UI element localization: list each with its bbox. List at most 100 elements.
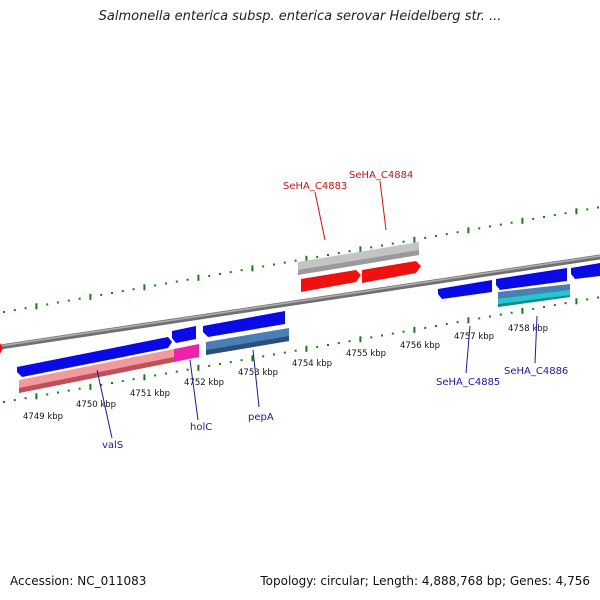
minor-tick <box>100 383 103 386</box>
major-tick <box>89 383 92 390</box>
major-tick <box>575 298 578 305</box>
minor-tick <box>348 340 351 343</box>
minor-tick <box>186 278 189 281</box>
tick-label: 4756 kbp <box>400 341 440 351</box>
minor-tick <box>402 330 405 333</box>
minor-tick <box>327 254 329 256</box>
gene-right-edge-arrow[interactable] <box>571 263 600 279</box>
minor-tick <box>597 296 599 299</box>
minor-tick <box>316 345 319 348</box>
leader-SeHA_C4886 <box>534 315 538 364</box>
major-tick <box>467 317 470 324</box>
gene-label-SeHA_C4886[interactable]: SeHA_C4886 <box>504 366 568 377</box>
minor-tick <box>219 273 221 275</box>
steel-feature-pepA-shade <box>206 336 289 355</box>
genome-summary-label: Topology: circular; Length: 4,888,768 bp… <box>260 574 590 588</box>
major-tick <box>413 326 416 333</box>
minor-tick <box>57 301 59 304</box>
major-tick <box>35 303 38 310</box>
major-tick <box>305 345 308 352</box>
major-tick <box>467 227 470 234</box>
steel-feature-right[interactable] <box>498 284 570 299</box>
minor-tick <box>456 321 459 324</box>
rna-feature-holC[interactable] <box>174 344 199 362</box>
major-tick <box>359 246 362 253</box>
gene-fragment-left[interactable] <box>0 343 3 354</box>
gene-SeHA_C4884-arrow[interactable] <box>362 261 421 283</box>
minor-tick <box>262 355 265 358</box>
minor-tick <box>348 250 351 253</box>
major-tick <box>251 355 254 362</box>
minor-tick <box>337 252 340 255</box>
gene-label-holC[interactable]: holC <box>190 422 212 433</box>
minor-tick <box>316 255 319 258</box>
minor-tick <box>337 342 340 345</box>
minor-tick <box>510 221 513 224</box>
minor-tick <box>489 225 491 228</box>
tick-label: 4752 kbp <box>184 378 224 388</box>
gene-valS-arrow[interactable] <box>17 337 172 377</box>
major-tick <box>359 336 362 343</box>
minor-tick <box>553 304 556 307</box>
minor-tick <box>78 387 81 390</box>
minor-tick <box>46 393 49 396</box>
leader-SeHA_C4885 <box>465 325 471 374</box>
minor-tick <box>262 265 265 268</box>
gene-label-pepA[interactable]: pepA <box>248 412 274 423</box>
outer-tick-row <box>3 206 599 313</box>
inner-features <box>17 263 600 393</box>
gene-SeHA_C4883-arrow[interactable] <box>301 270 361 292</box>
gene-label-SeHA_C4883[interactable]: SeHA_C4883 <box>283 181 347 192</box>
minor-tick <box>478 227 481 230</box>
minor-tick <box>564 212 567 215</box>
gene-label-SeHA_C4885[interactable]: SeHA_C4885 <box>436 377 500 388</box>
accession-label: Accession: NC_011083 <box>10 574 147 588</box>
minor-tick <box>240 269 243 272</box>
minor-tick <box>499 223 502 226</box>
minor-tick <box>543 306 545 308</box>
tick-label: 4758 kbp <box>508 324 548 334</box>
minor-tick <box>435 325 437 327</box>
cyan-feature-right-shade <box>498 295 570 307</box>
major-tick <box>35 393 38 400</box>
gene-SeHA_C4885-arrow[interactable] <box>438 280 492 299</box>
minor-tick <box>564 302 567 305</box>
minor-tick <box>489 315 491 318</box>
minor-tick <box>165 282 167 285</box>
minor-tick <box>208 274 211 277</box>
minor-tick <box>273 353 275 356</box>
minor-tick <box>478 317 481 320</box>
gene-holC-arrow[interactable] <box>172 326 196 343</box>
minor-tick <box>132 378 135 381</box>
minor-tick <box>532 217 535 220</box>
minor-tick <box>543 216 545 218</box>
tick-label: 4757 kbp <box>454 332 494 342</box>
inner-tick-row <box>3 296 599 403</box>
tick-label: 4750 kbp <box>76 400 116 410</box>
backbone-line <box>0 254 600 350</box>
minor-tick <box>186 368 189 371</box>
minor-tick <box>121 290 124 293</box>
minor-tick <box>175 280 178 283</box>
gene-SeHA_C4886-arrow[interactable] <box>496 268 567 290</box>
major-tick <box>197 364 200 371</box>
minor-tick <box>46 303 49 306</box>
major-tick <box>521 217 524 224</box>
major-tick <box>413 236 416 243</box>
gene-pepA-arrow[interactable] <box>203 311 285 337</box>
gene-label-SeHA_C4884[interactable]: SeHA_C4884 <box>349 170 413 181</box>
minor-tick <box>586 298 589 301</box>
minor-tick <box>154 374 157 377</box>
major-tick <box>89 293 92 300</box>
tick-label: 4751 kbp <box>130 389 170 399</box>
minor-tick <box>175 370 178 373</box>
minor-tick <box>391 332 394 335</box>
gene-label-valS[interactable]: valS <box>102 440 123 451</box>
minor-tick <box>391 242 394 245</box>
gray-feature-shade <box>298 250 419 275</box>
minor-tick <box>283 351 286 354</box>
minor-tick <box>229 361 232 364</box>
major-tick <box>575 208 578 215</box>
leader-holC <box>189 359 199 421</box>
